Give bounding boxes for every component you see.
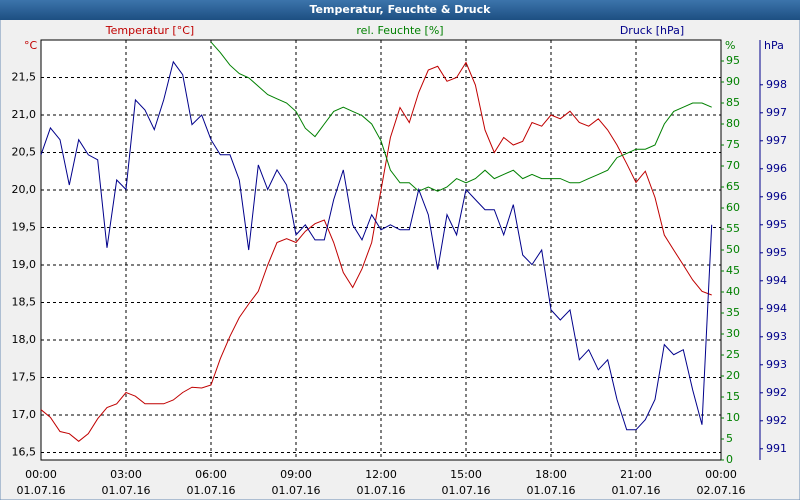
y3-unit: hPa [764,39,784,52]
y2-tick-label: 90 [726,75,740,88]
y2-tick-label: 70 [726,159,740,172]
y2-tick-label: 75 [726,138,740,151]
title-bar [0,0,800,20]
y2-tick-label: 30 [726,327,740,340]
series-line [210,41,712,192]
y-tick-label: 19,5 [12,221,37,234]
y2-tick-label: 15 [726,390,740,403]
y-tick-label: 20,5 [12,146,37,159]
y3-tick-label: 996 [766,162,787,175]
y-tick-label: 19,0 [12,258,37,271]
y-axis-label: Temperatur [°C] [105,24,194,37]
y3-tick-label: 997 [766,106,787,119]
x-tick-date: 02.07.16 [697,484,746,497]
y2-tick-label: 10 [726,411,740,424]
y2-tick-label: 0 [726,453,733,466]
y3-tick-label: 991 [766,442,787,455]
x-tick-date: 01.07.16 [442,484,491,497]
chart-title: Temperatur, Feuchte & Druck [310,3,492,16]
y2-tick-label: 55 [726,222,740,235]
y2-tick-label: 95 [726,54,740,67]
y3-tick-label: 994 [766,302,787,315]
x-tick-label: 12:00 [365,468,397,481]
y3-tick-label: 993 [766,358,787,371]
y-tick-label: 18,5 [12,296,37,309]
x-tick-date: 01.07.16 [357,484,406,497]
y2-tick-label: 20 [726,369,740,382]
series-line [40,61,712,442]
y-tick-label: 21,5 [12,71,37,84]
y2-tick-label: 60 [726,201,740,214]
y2-tick-label: 65 [726,180,740,193]
y2-tick-label: 80 [726,117,740,130]
series-line [40,60,713,431]
x-tick-label: 18:00 [535,468,567,481]
x-tick-date: 01.07.16 [527,484,576,497]
y3-tick-label: 996 [766,190,787,203]
x-tick-label: 09:00 [280,468,312,481]
x-tick-date: 01.07.16 [102,484,151,497]
y2-tick-label: 45 [726,264,740,277]
y2-tick-label: 35 [726,306,740,319]
y3-tick-label: 992 [766,386,787,399]
x-tick-label: 15:00 [450,468,482,481]
x-tick-label: 21:00 [620,468,652,481]
y3-tick-label: 995 [766,218,787,231]
y2-tick-label: 25 [726,348,740,361]
x-tick-date: 01.07.16 [272,484,321,497]
y3-axis-label: Druck [hPa] [620,24,684,37]
y2-axis-label: rel. Feuchte [%] [356,24,443,37]
y3-tick-label: 997 [766,134,787,147]
y-tick-label: 17,5 [12,371,37,384]
y3-tick-label: 995 [766,246,787,259]
y3-tick-label: 994 [766,274,787,287]
x-tick-label: 00:00 [25,468,57,481]
y-tick-label: 20,0 [12,183,37,196]
x-tick-label: 03:00 [110,468,142,481]
y-unit: °C [24,39,38,52]
x-tick-date: 01.07.16 [612,484,661,497]
y3-tick-label: 998 [766,78,787,91]
x-tick-date: 01.07.16 [187,484,236,497]
x-tick-label: 06:00 [195,468,227,481]
y-tick-label: 17,0 [12,408,37,421]
y-tick-label: 18,0 [12,333,37,346]
y2-tick-label: 50 [726,243,740,256]
x-tick-label: 00:00 [705,468,737,481]
y2-tick-label: 85 [726,96,740,109]
y3-tick-label: 993 [766,330,787,343]
y3-tick-label: 992 [766,414,787,427]
y-tick-label: 16,5 [12,446,37,459]
x-tick-date: 01.07.16 [17,484,66,497]
y-tick-label: 21,0 [12,108,37,121]
y2-unit: % [725,39,735,52]
y2-tick-label: 40 [726,285,740,298]
y2-tick-label: 5 [726,432,733,445]
